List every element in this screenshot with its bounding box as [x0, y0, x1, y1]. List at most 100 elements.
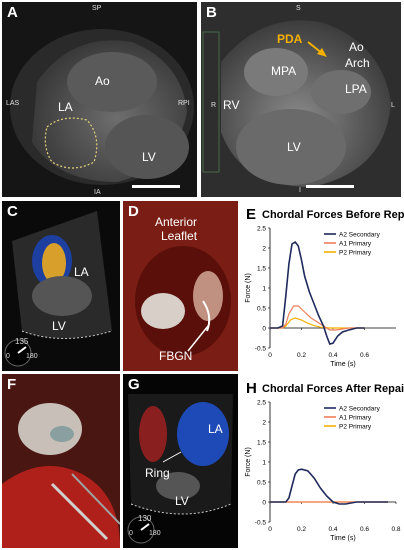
- label-lv: LV: [287, 140, 301, 154]
- panel-d-image: [123, 201, 238, 371]
- scale-right: 180: [149, 530, 161, 537]
- panel-label-a: A: [7, 4, 18, 21]
- label-lv: LV: [175, 494, 189, 508]
- panel-label-h: H: [246, 380, 257, 397]
- leaflet-tissue: [141, 293, 185, 329]
- panel-b-mri: S R L I PDA Ao Arch MPA LPA RV LV: [201, 2, 401, 197]
- panel-label-d: D: [128, 203, 139, 220]
- x-tick-label: 0: [268, 352, 272, 359]
- orient-top: SP: [92, 5, 102, 12]
- label-fbgn: FBGN: [159, 349, 193, 363]
- orient-left: LAS: [6, 100, 20, 107]
- panel-f-image: [2, 374, 120, 548]
- x-tick-label: 0.6: [360, 352, 369, 359]
- doppler-red: [139, 406, 167, 462]
- series-line-a2-secondary: [270, 468, 389, 505]
- orient-right: L: [391, 102, 395, 109]
- y-tick-label: 0: [262, 500, 266, 507]
- scale-right: 180: [26, 353, 38, 360]
- legend-entry: A2 Secondary: [339, 406, 381, 413]
- x-tick-label: 0.6: [360, 526, 369, 533]
- panel-label-e: E: [246, 206, 257, 223]
- x-tick-label: 0.2: [297, 526, 306, 533]
- la-outline: [44, 117, 98, 169]
- scale-bar: [132, 185, 180, 188]
- panel-f-photo: [2, 374, 120, 548]
- x-tick-label: 0.2: [297, 352, 306, 359]
- orient-right: RPI: [178, 100, 190, 107]
- y-tick-label: -0.5: [255, 346, 267, 353]
- y-axis-label: Force (N): [245, 273, 252, 303]
- y-tick-label: 2: [262, 420, 266, 427]
- scale-bar: [306, 185, 354, 188]
- x-tick-label: 0.4: [328, 352, 337, 359]
- y-tick-label: 0.5: [257, 480, 266, 487]
- scale-left: 0: [129, 530, 133, 537]
- label-pda: PDA: [277, 32, 303, 46]
- valve-tissue: [18, 403, 82, 455]
- panel-a-image: [10, 29, 194, 188]
- y-tick-label: 1.5: [257, 266, 266, 273]
- label-ao-arch-2: Arch: [345, 56, 370, 70]
- legend-entry: A1 Primary: [339, 241, 372, 248]
- legend-entry: A1 Primary: [339, 415, 372, 422]
- y-tick-label: 1: [262, 460, 266, 467]
- panel-d-photo: Anterior Leaflet FBGN: [123, 201, 238, 371]
- label-mpa: MPA: [271, 64, 297, 78]
- panel-g-echo: LA Ring LV 130 0 180: [123, 374, 238, 548]
- pda-arrow-head: [317, 48, 327, 57]
- y-tick-label: 2.5: [257, 226, 266, 233]
- panel-g-image: [127, 394, 233, 544]
- label-ao-arch-1: Ao: [349, 40, 364, 54]
- orient-left: R: [211, 102, 217, 109]
- doppler-yellow: [42, 243, 66, 283]
- doppler-blue: [177, 402, 229, 466]
- panel-a-mri: SP LAS RPI IA Ao LA LV: [2, 2, 197, 197]
- label-lv: LV: [142, 150, 156, 164]
- label-anterior: Anterior: [155, 215, 198, 229]
- panel-b-image: [201, 2, 401, 197]
- panel-c-echo: LA LV 135 0 180: [2, 201, 120, 371]
- chart-e-title: Chordal Forces Before Repair: [262, 209, 404, 221]
- label-ring: Ring: [145, 466, 170, 480]
- x-axis-label: Time (s): [330, 361, 355, 368]
- y-tick-label: 0.5: [257, 306, 266, 313]
- orient-bottom: I: [299, 187, 301, 194]
- scale-left: 0: [6, 353, 10, 360]
- y-tick-label: 1.5: [257, 440, 266, 447]
- orient-bottom: IA: [94, 189, 101, 196]
- y-tick-label: 0: [262, 326, 266, 333]
- scale-top: 130: [138, 514, 152, 523]
- label-lpa: LPA: [345, 82, 367, 96]
- chart-h-title: Chordal Forces After Repair: [262, 383, 404, 395]
- y-tick-label: 2: [262, 246, 266, 253]
- x-tick-label: 0: [268, 526, 272, 533]
- panel-label-b: B: [206, 4, 217, 21]
- legend-entry: A2 Secondary: [339, 232, 381, 239]
- orient-top: S: [296, 5, 301, 12]
- label-rv: RV: [223, 98, 240, 112]
- x-tick-label: 0.8: [391, 526, 400, 533]
- x-tick-label: 0.4: [328, 526, 337, 533]
- panel-c-image: [4, 211, 113, 367]
- label-lv: LV: [52, 319, 66, 333]
- y-tick-label: 2.5: [257, 400, 266, 407]
- series-line-a1-primary: [270, 305, 365, 331]
- label-la: LA: [74, 265, 89, 279]
- legend-entry: P2 Primary: [339, 424, 372, 431]
- label-leaflet: Leaflet: [161, 229, 198, 243]
- label-la: LA: [208, 422, 223, 436]
- label-la: LA: [58, 100, 73, 114]
- y-tick-label: -0.5: [255, 520, 267, 527]
- series-line-p2-primary: [270, 317, 365, 329]
- scale-top: 135: [15, 337, 29, 346]
- series-line-a2-secondary: [270, 240, 365, 345]
- y-tick-label: 1: [262, 286, 266, 293]
- panel-label-f: F: [7, 376, 17, 393]
- x-axis-label: Time (s): [330, 535, 355, 542]
- panel-label-c: C: [7, 203, 18, 220]
- y-axis-label: Force (N): [245, 447, 252, 477]
- label-ao: Ao: [95, 74, 110, 88]
- legend-entry: P2 Primary: [339, 250, 372, 257]
